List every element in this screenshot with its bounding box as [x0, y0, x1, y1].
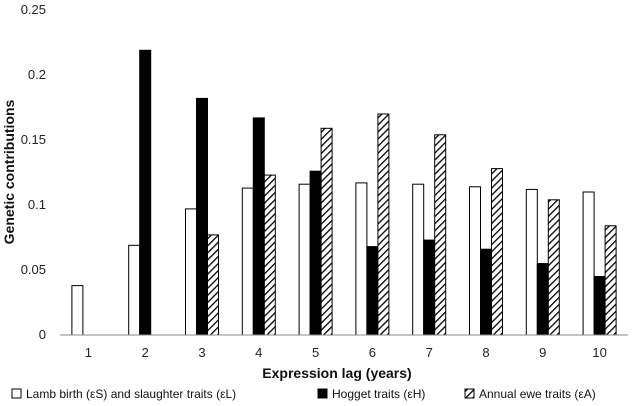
y-tick-label: 0	[39, 327, 46, 342]
x-tick-label: 4	[255, 345, 262, 360]
x-tick-label: 8	[482, 345, 489, 360]
y-tick-label: 0.1	[28, 197, 46, 212]
bar-white-8	[469, 186, 481, 336]
y-axis-ticks: 0 0.05 0.1 0.15 0.2 0.25	[21, 2, 46, 342]
bar-white-6	[355, 182, 368, 336]
bar-black-8	[480, 248, 492, 336]
bar-black-6	[366, 246, 379, 336]
x-tick-label: 9	[539, 345, 546, 360]
bar-black-9	[536, 263, 549, 336]
y-axis-title: Genetic contributions	[1, 99, 17, 244]
y-tick-label: 0.05	[21, 262, 46, 277]
legend-swatch-black	[317, 388, 328, 399]
y-tick-label: 0.25	[21, 2, 46, 17]
x-tick-label: 7	[426, 345, 433, 360]
x-tick-label: 10	[592, 345, 606, 360]
bar-white-9	[525, 188, 538, 336]
bar-black-3	[196, 97, 208, 336]
bar-hatched-8	[491, 168, 503, 336]
legend-label: Hogget traits (εH)	[332, 387, 425, 401]
bar-hatched-5	[320, 127, 333, 336]
x-tick-label: 2	[142, 345, 149, 360]
bar-black-7	[423, 239, 436, 336]
bar-hatched-4	[263, 174, 276, 336]
x-axis-title: Expression lag (years)	[262, 365, 411, 381]
legend: Lamb birth (εS) and slaughter traits (εL…	[11, 387, 596, 401]
bar-white-10	[582, 191, 595, 336]
bar-hatched-9	[547, 199, 560, 336]
bar-hatched-7	[434, 134, 447, 336]
x-tick-label: 6	[369, 345, 376, 360]
bars	[71, 49, 617, 336]
bar-white-7	[412, 183, 425, 336]
legend-label: Lamb birth (εS) and slaughter traits (εL…	[26, 387, 236, 401]
bar-black-10	[593, 276, 606, 336]
bar-hatched-6	[377, 113, 390, 336]
x-tick-label: 1	[85, 345, 92, 360]
bar-white-3	[185, 208, 197, 336]
bar-black-2	[139, 49, 152, 336]
legend-swatch-white	[11, 388, 22, 399]
bar-white-2	[128, 244, 141, 336]
legend-swatch-hatched	[464, 388, 475, 399]
legend-label: Annual ewe traits (εA)	[479, 387, 596, 401]
bar-white-4	[241, 187, 254, 336]
x-axis-ticks: 1 2 3 4 5 6 7 8 9 10	[85, 345, 607, 360]
y-tick-label: 0.15	[21, 132, 46, 147]
bar-black-5	[309, 170, 322, 336]
bar-hatched-3	[207, 234, 219, 336]
bar-black-4	[252, 117, 265, 336]
bar-white-1	[71, 285, 84, 336]
x-tick-label: 5	[312, 345, 319, 360]
bar-white-5	[298, 183, 311, 336]
bar-hatched-10	[604, 225, 617, 336]
x-tick-label: 3	[198, 345, 205, 360]
y-tick-label: 0.2	[28, 67, 46, 82]
